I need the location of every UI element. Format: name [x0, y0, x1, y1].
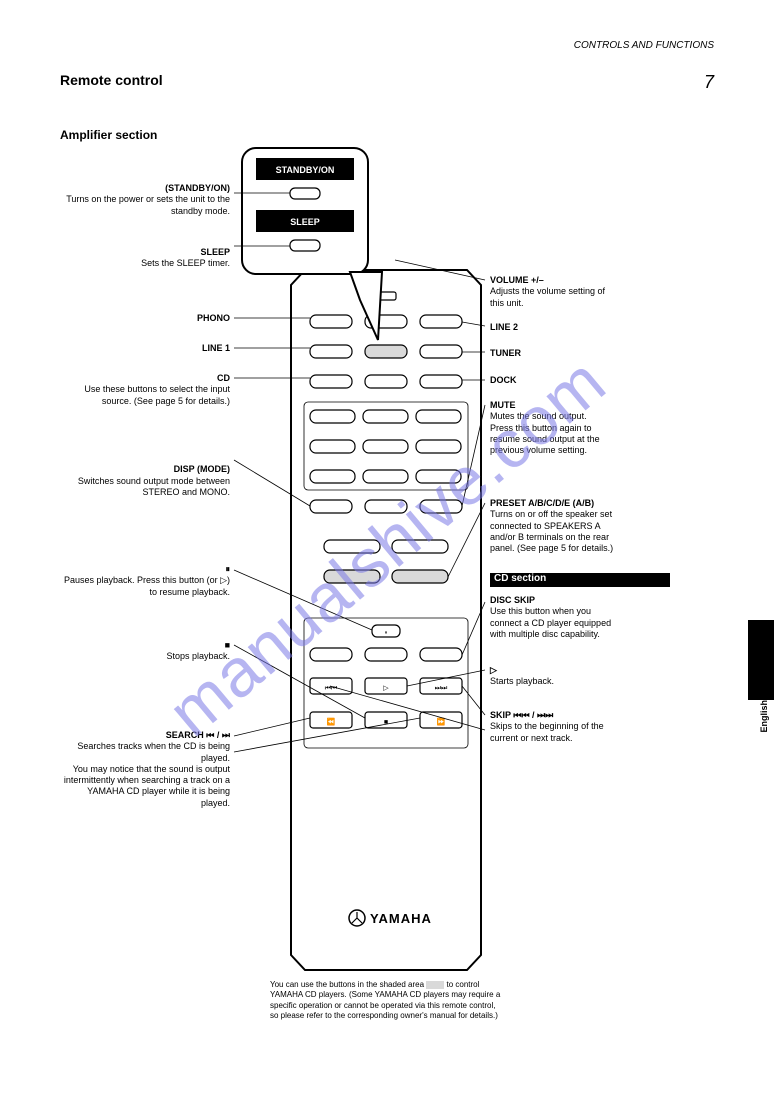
svg-text:⏪: ⏪: [327, 717, 336, 726]
remote-diagram: ⏸ ⏮⏮ ▷ ⏭⏭ ⏪ ■ ⏩ YAMAHA STANDBY/ON SLEEP: [0, 0, 774, 1094]
page-root: manualshive.com CONTROLS AND FUNCTIONS 7…: [0, 0, 774, 1094]
svg-text:■: ■: [384, 719, 388, 726]
svg-text:⏭⏭: ⏭⏭: [435, 685, 448, 692]
svg-text:YAMAHA: YAMAHA: [370, 911, 432, 926]
svg-text:▷: ▷: [383, 685, 389, 692]
svg-text:SLEEP: SLEEP: [290, 217, 320, 227]
svg-text:STANDBY/ON: STANDBY/ON: [276, 165, 335, 175]
